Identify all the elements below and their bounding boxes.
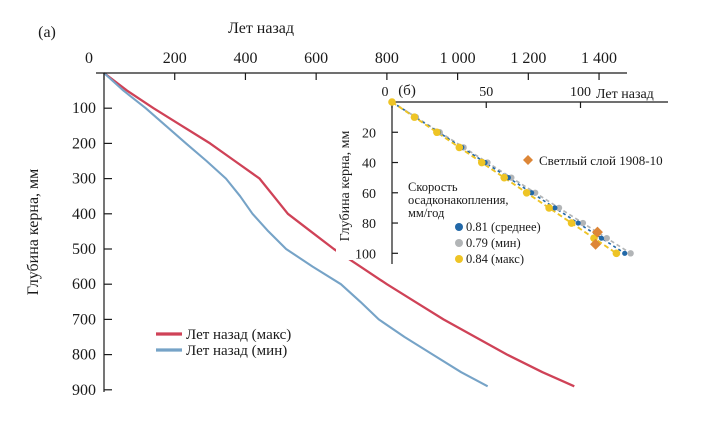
main-ytick-label: 300 bbox=[72, 171, 96, 188]
main-ytick-label: 500 bbox=[72, 241, 96, 258]
inset-marker-dot bbox=[410, 113, 419, 121]
main-xtick-label: 1 200 bbox=[510, 50, 546, 67]
rate-legend-title-line3: мм/год bbox=[408, 206, 445, 220]
light-layer-markers bbox=[590, 226, 603, 250]
main-xtick-label: 1 000 bbox=[440, 50, 476, 67]
inset-ytick-label: 60 bbox=[362, 187, 376, 202]
rate-max-label: 0.84 (макс) bbox=[466, 252, 524, 266]
main-xtick-label: 1 400 bbox=[581, 50, 617, 67]
panel-a-label: (а) bbox=[38, 24, 56, 41]
main-xaxis-ticks: 0 200 400 600 800 1 000 1 200 1 400 bbox=[85, 50, 617, 80]
inset-xaxis-title: Лет назад bbox=[596, 87, 654, 102]
inset-marker-dot bbox=[612, 249, 621, 258]
rate-mean-dot-icon bbox=[455, 223, 463, 231]
main-series-max-line bbox=[103, 72, 575, 388]
main-xaxis-title: Лет назад bbox=[228, 20, 294, 37]
inset-ytick-label: 80 bbox=[362, 217, 376, 232]
legend-label-min: Лет назад (мин) bbox=[186, 343, 287, 359]
inset-yaxis-ticks: 20 40 60 80 100 bbox=[355, 126, 398, 262]
inset-marker-dot bbox=[579, 219, 587, 227]
main-series-min-line bbox=[103, 72, 489, 388]
inset-background bbox=[336, 82, 702, 260]
main-yaxis-ticks: 100 200 300 400 500 600 700 800 900 bbox=[72, 100, 112, 399]
main-ytick-label: 700 bbox=[72, 311, 96, 328]
inset-xaxis-ticks: 0 50 100 bbox=[382, 85, 591, 108]
light-layer-diamond-marker bbox=[591, 226, 603, 238]
light-layer-label: Светлый слой 1908-10 bbox=[539, 153, 663, 168]
inset-marker-dot bbox=[575, 220, 581, 226]
panel-b-label: (б) bbox=[398, 83, 416, 99]
rate-mean-label: 0.81 (среднее) bbox=[466, 220, 541, 234]
inset-yaxis-title: Глубина керна, мм bbox=[338, 130, 353, 241]
inset-marker-dot bbox=[567, 219, 576, 227]
main-xtick-label: 800 bbox=[375, 50, 399, 67]
inset-ytick-label: 20 bbox=[362, 126, 376, 141]
rate-legend-title-line1: Скорость bbox=[408, 180, 458, 194]
inset-marker-dot bbox=[622, 250, 628, 256]
main-ytick-label: 100 bbox=[72, 100, 96, 117]
rate-min-label: 0.79 (мин) bbox=[466, 236, 521, 250]
inset-marker-dot bbox=[522, 188, 531, 197]
inset-marker-dot bbox=[433, 128, 441, 137]
inset-marker-dot bbox=[598, 235, 605, 241]
rate-min-dot-icon bbox=[455, 239, 463, 247]
main-yaxis-title: Глубина керна, мм bbox=[25, 169, 42, 296]
inset-markers bbox=[388, 98, 634, 258]
main-ytick-label: 800 bbox=[72, 347, 96, 364]
inset-marker-dot bbox=[477, 158, 486, 167]
inset-marker-dot bbox=[627, 250, 634, 257]
main-ytick-label: 400 bbox=[72, 206, 96, 223]
main-ytick-label: 200 bbox=[72, 135, 96, 152]
main-xtick-label: 400 bbox=[233, 50, 257, 67]
inset-xtick-label: 0 bbox=[382, 85, 389, 100]
inset-marker-dot bbox=[388, 98, 396, 106]
rate-max-dot-icon bbox=[455, 255, 463, 263]
inset-line-max-rate bbox=[391, 101, 617, 255]
inset-xtick-label: 100 bbox=[570, 85, 591, 100]
rate-legend-title-line2: осадконакопления, bbox=[408, 193, 509, 207]
main-xtick-label: 0 bbox=[85, 50, 93, 67]
main-legend: Лет назад (макс) Лет назад (мин) bbox=[156, 327, 291, 359]
inset-ytick-label: 40 bbox=[362, 157, 376, 172]
inset-marker-dot bbox=[500, 173, 509, 182]
main-xtick-label: 200 bbox=[163, 50, 187, 67]
inset-xtick-label: 50 bbox=[479, 85, 493, 100]
inset-marker-dot bbox=[455, 143, 464, 152]
main-xtick-label: 600 bbox=[304, 50, 328, 67]
light-layer-legend: Светлый слой 1908-10 bbox=[523, 153, 663, 168]
main-ytick-label: 900 bbox=[72, 382, 96, 399]
inset-marker-dot bbox=[555, 204, 563, 212]
inset-marker-dot bbox=[603, 234, 610, 242]
legend-label-max: Лет назад (макс) bbox=[186, 327, 291, 343]
inset-marker-dot bbox=[529, 190, 535, 196]
main-ytick-label: 600 bbox=[72, 276, 96, 293]
rate-legend: Скорость осадконакопления, мм/год 0.81 (… bbox=[408, 180, 541, 266]
inset-ytick-label: 100 bbox=[355, 247, 376, 262]
light-layer-diamond-marker bbox=[590, 238, 602, 250]
inset-marker-dot bbox=[545, 204, 553, 212]
light-layer-diamond-icon bbox=[523, 155, 533, 165]
inset-marker-dot bbox=[552, 205, 558, 211]
